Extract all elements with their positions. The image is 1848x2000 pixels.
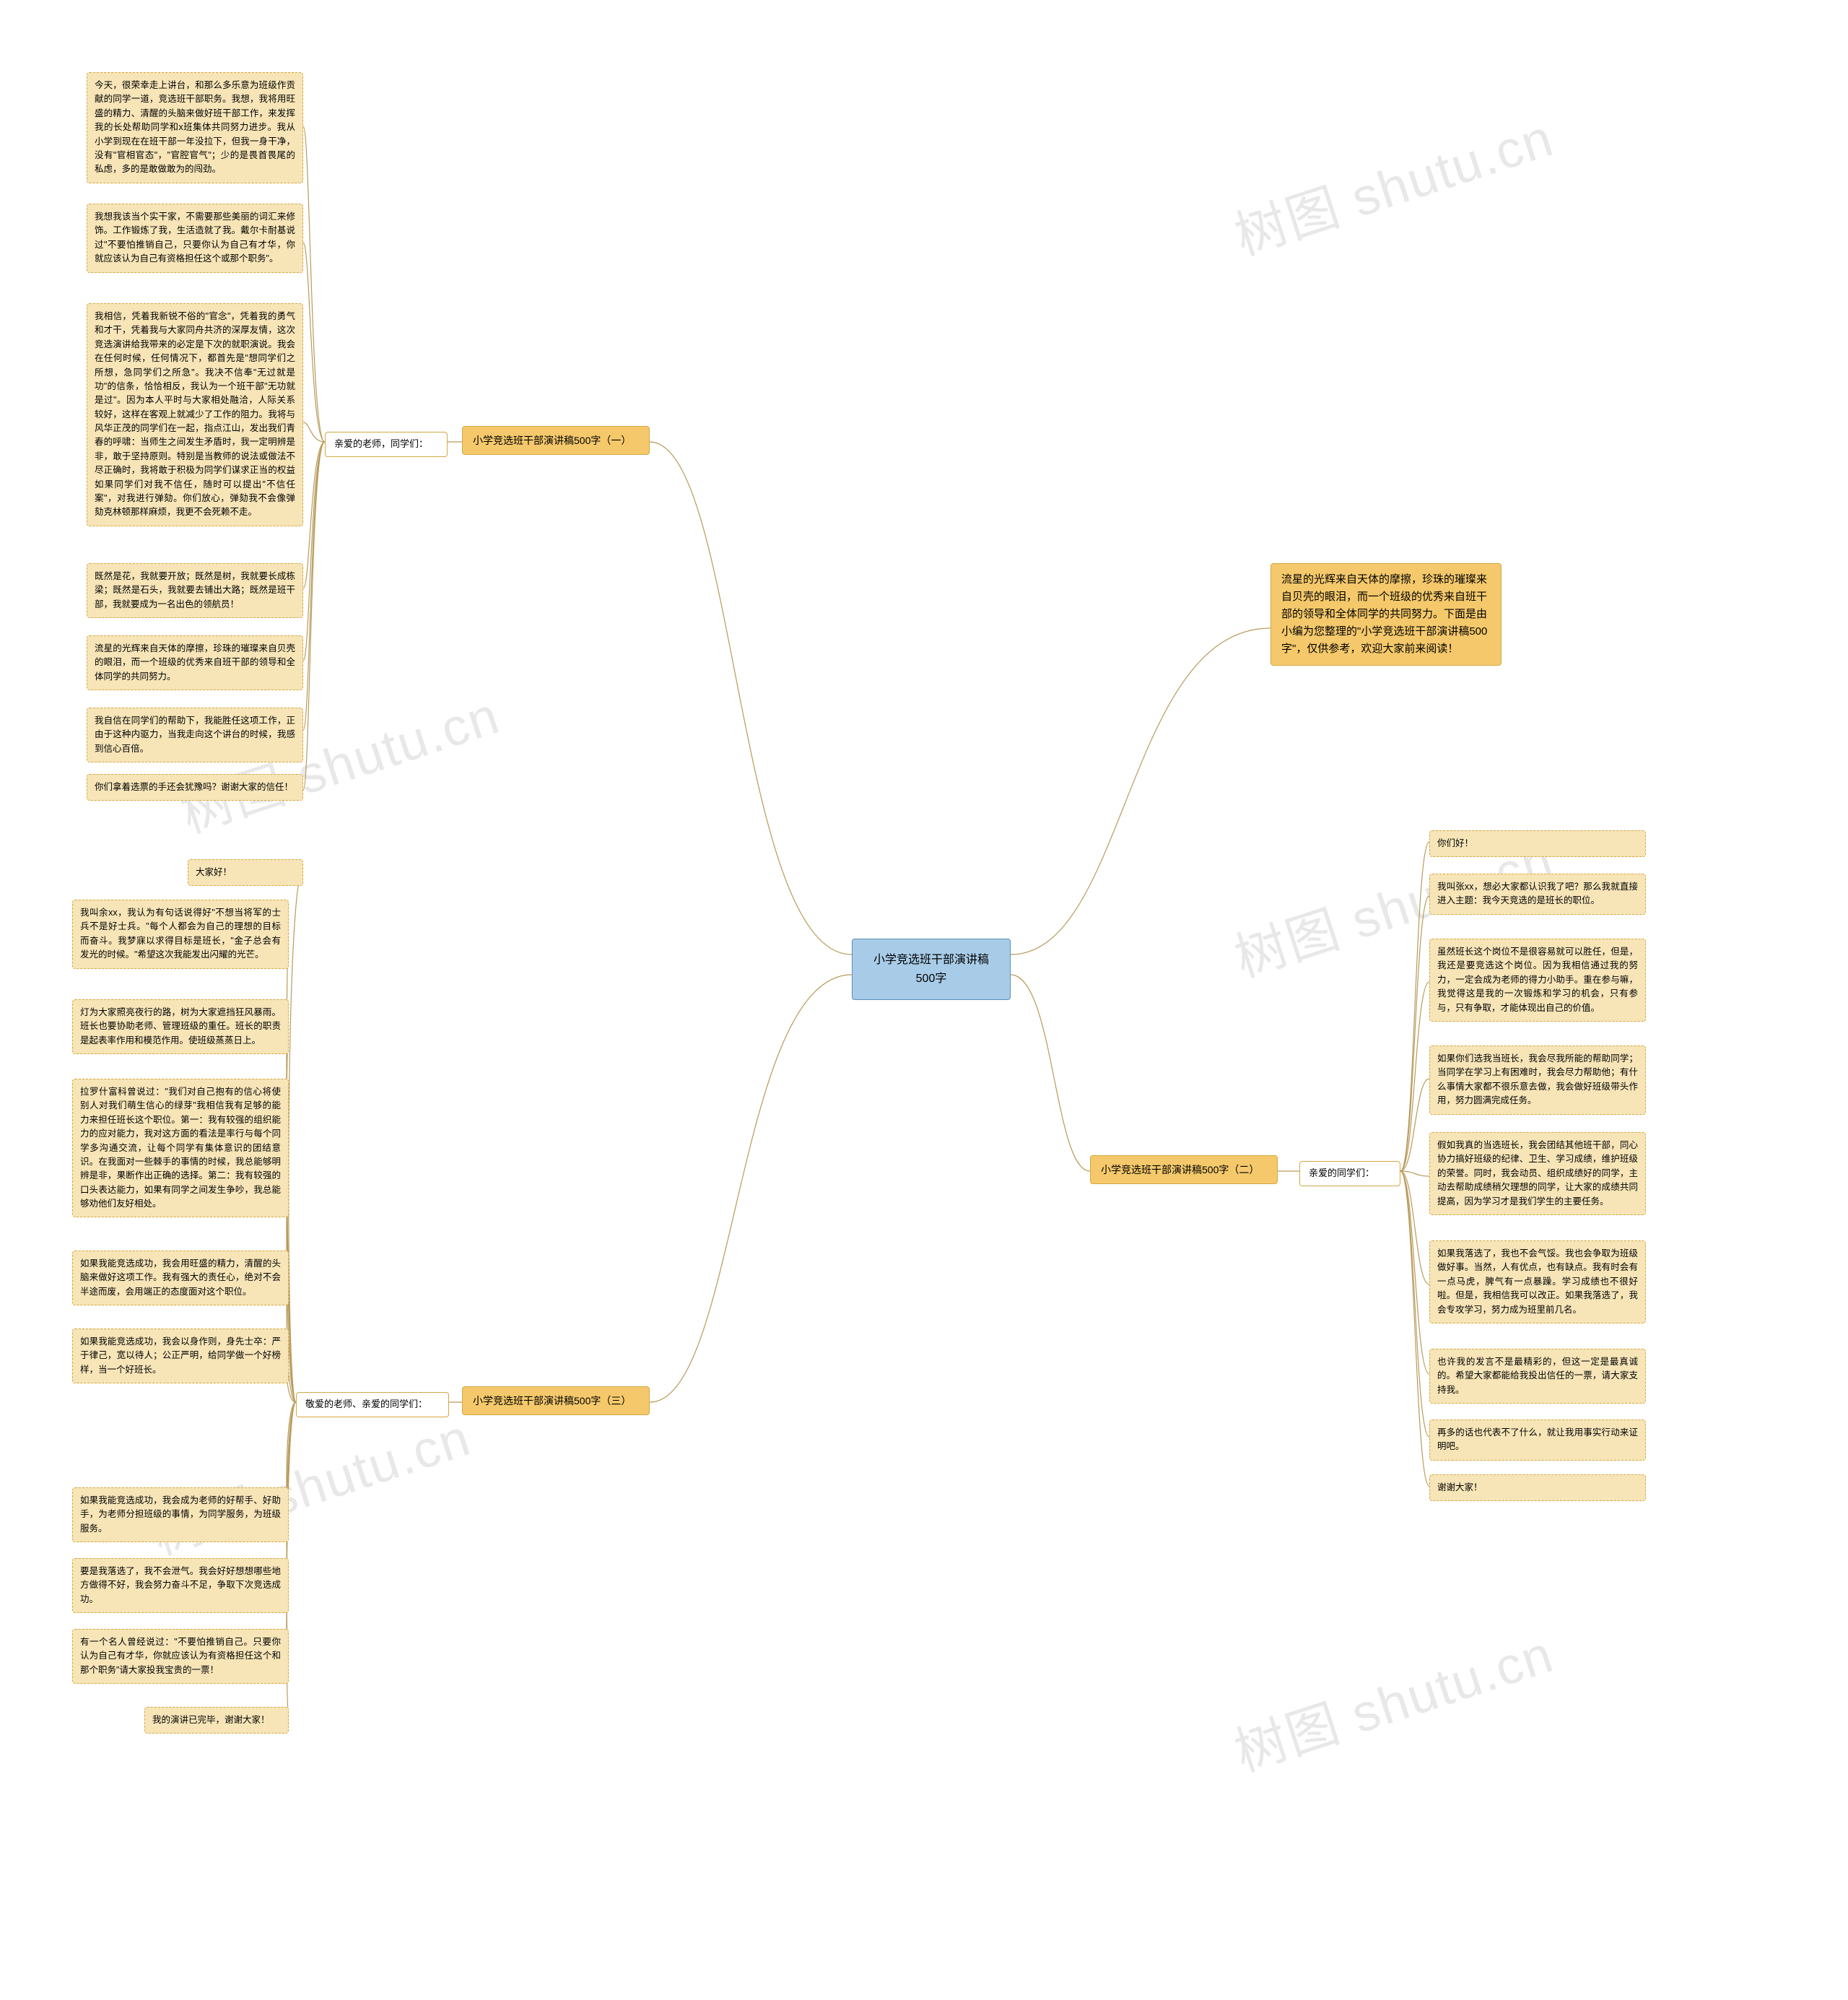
leaf-node[interactable]: 我自信在同学们的帮助下，我能胜任这项工作，正由于这种内驱力，当我走向这个讲台的时… [87,708,303,762]
branch-label: 小学竞选班干部演讲稿500字（二） [1101,1164,1259,1175]
leaf-text: 我叫张xx，想必大家都认识我了吧？那么我就直接进入主题：我今天竞选的是班长的职位… [1437,882,1638,905]
leaf-node[interactable]: 大家好！ [188,859,303,886]
leaf-node[interactable]: 假如我真的当选班长，我会团结其他班干部，同心协力搞好班级的纪律、卫生、学习成绩，… [1429,1132,1646,1215]
sub-node-1[interactable]: 亲爱的老师，同学们： [325,432,448,457]
leaf-text: 今天，很荣幸走上讲台，和那么多乐意为班级作贡献的同学一道，竞选班干部职务。我想，… [95,80,295,174]
leaf-node[interactable]: 既然是花，我就要开放；既然是树，我就要长成栋梁；既然是石头，我就要去铺出大路；既… [87,563,303,618]
leaf-node[interactable]: 如果我能竞选成功，我会成为老师的好帮手、好助手，为老师分担班级的事情，为同学服务… [72,1487,289,1542]
branch-node-2[interactable]: 小学竞选班干部演讲稿500字（二） [1090,1155,1278,1184]
sub-node-3[interactable]: 敬爱的老师、亲爱的同学们： [296,1392,449,1417]
leaf-text: 流星的光辉来自天体的摩擦，珍珠的璀璨来自贝壳的眼泪，而一个班级的优秀来自班干部的… [95,643,295,682]
leaf-text: 我的演讲已完毕，谢谢大家！ [152,1715,270,1725]
leaf-text: 虽然班长这个岗位不是很容易就可以胜任，但是，我还是要竞选这个岗位。因为我相信通过… [1437,947,1638,1013]
leaf-node[interactable]: 我想我该当个实干家，不需要那些美丽的词汇来修饰。工作锻炼了我，生活造就了我。戴尔… [87,204,303,273]
leaf-text: 我想我该当个实干家，不需要那些美丽的词汇来修饰。工作锻炼了我，生活造就了我。戴尔… [95,212,295,264]
leaf-text: 如果我能竞选成功，我会以身作则，身先士卒：严于律己，宽以待人；公正严明，给同学做… [80,1336,281,1375]
leaf-text: 有一个名人曾经说过："不要怕推销自己。只要你认为自己有才华，你就应该认为有资格担… [80,1637,281,1675]
sub-label: 亲爱的同学们： [1309,1168,1374,1178]
leaf-text: 如果我能竞选成功，我会用旺盛的精力，清醒的头脑来做好这项工作。我有强大的责任心，… [80,1258,281,1297]
leaf-node[interactable]: 你们拿着选票的手还会犹豫吗？谢谢大家的信任！ [87,774,303,801]
leaf-node[interactable]: 谢谢大家！ [1429,1474,1646,1501]
watermark: 树图 shutu.cn [141,1395,479,1569]
leaf-text: 我叫余xx，我认为有句话说得好"不想当将军的士兵不是好士兵。"每个人都会为自己的… [80,908,281,960]
leaf-node[interactable]: 如果我能竞选成功，我会用旺盛的精力，清醒的头脑来做好这项工作。我有强大的责任心，… [72,1251,289,1305]
leaf-node[interactable]: 我的演讲已完毕，谢谢大家！ [144,1707,289,1734]
leaf-node[interactable]: 我叫张xx，想必大家都认识我了吧？那么我就直接进入主题：我今天竞选的是班长的职位… [1429,874,1646,915]
leaf-text: 拉罗什富科曾说过："我们对自己抱有的信心将使别人对我们萌生信心的绿芽"我相信我有… [80,1087,281,1209]
leaf-node[interactable]: 有一个名人曾经说过："不要怕推销自己。只要你认为自己有才华，你就应该认为有资格担… [72,1629,289,1684]
branch-node-1[interactable]: 小学竞选班干部演讲稿500字（一） [462,426,650,455]
leaf-node[interactable]: 如果我落选了，我也不会气馁。我也会争取为班级做好事。当然，人有优点，也有缺点。我… [1429,1240,1646,1323]
leaf-node[interactable]: 虽然班长这个岗位不是很容易就可以胜任，但是，我还是要竞选这个岗位。因为我相信通过… [1429,939,1646,1022]
branch-label: 小学竞选班干部演讲稿500字（三） [473,1395,631,1406]
leaf-text: 谢谢大家！ [1437,1482,1483,1492]
leaf-text: 灯为大家照亮夜行的路，树为大家遮挡狂风暴雨。班长也要协助老师、管理班级的重任。班… [80,1007,281,1045]
leaf-node[interactable]: 如果你们选我当班长，我会尽我所能的帮助同学；当同学在学习上有困难时，我会尽力帮助… [1429,1045,1646,1115]
leaf-node[interactable]: 我相信，凭着我新锐不俗的"官念"，凭着我的勇气和才干，凭着我与大家同舟共济的深厚… [87,303,303,526]
leaf-text: 如果我能竞选成功，我会成为老师的好帮手、好助手，为老师分担班级的事情，为同学服务… [80,1495,281,1534]
watermark: 树图 shutu.cn [1224,1612,1561,1786]
leaf-text: 我相信，凭着我新锐不俗的"官念"，凭着我的勇气和才干，凭着我与大家同舟共济的深厚… [95,311,295,517]
intro-text: 流星的光辉来自天体的摩擦，珍珠的璀璨来自贝壳的眼泪，而一个班级的优秀来自班干部的… [1281,573,1487,655]
leaf-text: 你们好！ [1437,838,1473,848]
center-label: 小学竞选班干部演讲稿500字 [873,954,989,985]
leaf-text: 要是我落选了，我不会泄气。我会好好想想哪些地方做得不好，我会努力奋斗不足，争取下… [80,1566,281,1604]
watermark: 树图 shutu.cn [1224,95,1561,269]
leaf-text: 也许我的发言不是最精彩的，但这一定是最真诚的。希望大家都能给我投出信任的一票，请… [1437,1357,1638,1395]
branch-node-3[interactable]: 小学竞选班干部演讲稿500字（三） [462,1386,650,1415]
branch-label: 小学竞选班干部演讲稿500字（一） [473,435,631,446]
leaf-node[interactable]: 我叫余xx，我认为有句话说得好"不想当将军的士兵不是好士兵。"每个人都会为自己的… [72,900,289,969]
sub-node-2[interactable]: 亲爱的同学们： [1299,1161,1400,1186]
leaf-node[interactable]: 你们好！ [1429,830,1646,857]
leaf-node[interactable]: 今天，很荣幸走上讲台，和那么多乐意为班级作贡献的同学一道，竞选班干部职务。我想，… [87,72,303,183]
leaf-node[interactable]: 灯为大家照亮夜行的路，树为大家遮挡狂风暴雨。班长也要协助老师、管理班级的重任。班… [72,999,289,1054]
center-node[interactable]: 小学竞选班干部演讲稿500字 [852,939,1011,1000]
leaf-node[interactable]: 如果我能竞选成功，我会以身作则，身先士卒：严于律己，宽以待人；公正严明，给同学做… [72,1329,289,1383]
leaf-text: 既然是花，我就要开放；既然是树，我就要长成栋梁；既然是石头，我就要去铺出大路；既… [95,571,295,609]
leaf-text: 大家好！ [196,867,232,877]
leaf-node[interactable]: 再多的话也代表不了什么，就让我用事实行动来证明吧。 [1429,1419,1646,1461]
leaf-node[interactable]: 流星的光辉来自天体的摩擦，珍珠的璀璨来自贝壳的眼泪，而一个班级的优秀来自班干部的… [87,635,303,690]
sub-label: 亲爱的老师，同学们： [334,438,428,449]
leaf-text: 我自信在同学们的帮助下，我能胜任这项工作，正由于这种内驱力，当我走向这个讲台的时… [95,716,295,754]
sub-label: 敬爱的老师、亲爱的同学们： [305,1399,427,1409]
leaf-text: 你们拿着选票的手还会犹豫吗？谢谢大家的信任！ [95,782,293,792]
leaf-text: 再多的话也代表不了什么，就让我用事实行动来证明吧。 [1437,1427,1638,1451]
leaf-text: 假如我真的当选班长，我会团结其他班干部，同心协力搞好班级的纪律、卫生、学习成绩，… [1437,1140,1638,1206]
leaf-text: 如果我落选了，我也不会气馁。我也会争取为班级做好事。当然，人有优点，也有缺点。我… [1437,1248,1638,1315]
intro-node[interactable]: 流星的光辉来自天体的摩擦，珍珠的璀璨来自贝壳的眼泪，而一个班级的优秀来自班干部的… [1270,563,1502,666]
leaf-node[interactable]: 拉罗什富科曾说过："我们对自己抱有的信心将使别人对我们萌生信心的绿芽"我相信我有… [72,1079,289,1217]
leaf-node[interactable]: 也许我的发言不是最精彩的，但这一定是最真诚的。希望大家都能给我投出信任的一票，请… [1429,1349,1646,1404]
leaf-text: 如果你们选我当班长，我会尽我所能的帮助同学；当同学在学习上有困难时，我会尽力帮助… [1437,1053,1638,1105]
leaf-node[interactable]: 要是我落选了，我不会泄气。我会好好想想哪些地方做得不好，我会努力奋斗不足，争取下… [72,1558,289,1613]
